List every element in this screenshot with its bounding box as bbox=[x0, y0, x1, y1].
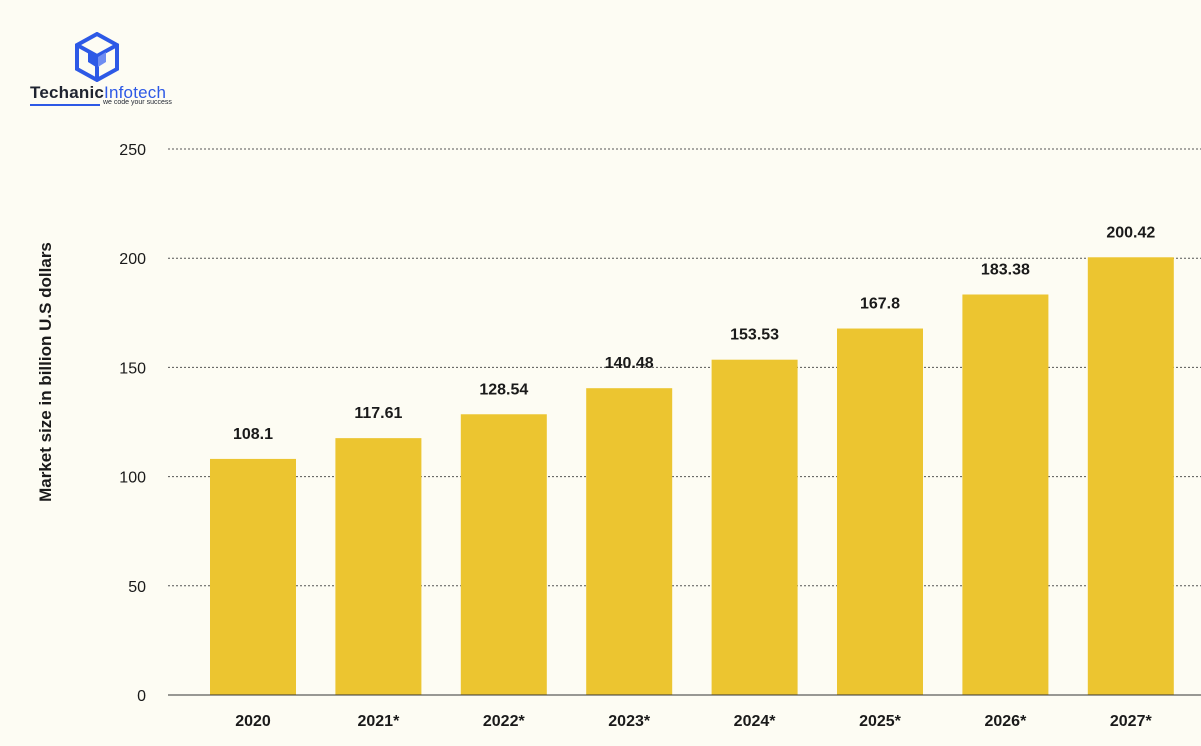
bar bbox=[837, 328, 923, 695]
brand-logo: TechanicInfotech we code your success bbox=[30, 30, 180, 110]
brand-tagline: we code your success bbox=[103, 99, 172, 106]
y-tick-label: 200 bbox=[119, 251, 146, 268]
y-axis-label: Market size in billion U.S dollars bbox=[36, 242, 55, 502]
data-label: 140.48 bbox=[605, 355, 654, 372]
cube-logo-icon bbox=[75, 32, 119, 82]
bar bbox=[586, 388, 673, 695]
y-tick-label: 250 bbox=[119, 142, 146, 159]
data-labels: 108.1 117.61 128.54 140.48 153.53 167.8 183.38… bbox=[233, 224, 1155, 443]
bar bbox=[460, 414, 547, 695]
bars bbox=[210, 257, 1174, 695]
x-tick-label: 2022* bbox=[483, 713, 526, 730]
data-label: 167.8 bbox=[860, 296, 900, 313]
x-tick-label: 2020 bbox=[235, 713, 271, 730]
bar bbox=[1087, 257, 1174, 695]
data-label: 108.1 bbox=[233, 426, 273, 443]
data-label: 200.42 bbox=[1106, 224, 1155, 241]
brand-underline bbox=[30, 104, 100, 106]
y-tick-label: 150 bbox=[119, 360, 146, 377]
data-label: 117.61 bbox=[354, 405, 402, 422]
y-tick-label: 100 bbox=[119, 470, 146, 487]
x-tick-label: 2025* bbox=[859, 713, 902, 730]
y-tick-label: 50 bbox=[128, 579, 146, 596]
brand-name: TechanicInfotech bbox=[30, 83, 166, 103]
data-label: 153.53 bbox=[730, 327, 779, 344]
data-label: 128.54 bbox=[479, 381, 528, 398]
x-tick-labels: 2020 2021* 2022* 2023* 2024* 2025* 2026* 2027* bbox=[235, 713, 1152, 730]
brand-name-part2: Infotech bbox=[104, 83, 167, 102]
y-tick-label: 0 bbox=[137, 688, 146, 705]
bar bbox=[962, 294, 1049, 695]
bar bbox=[711, 359, 798, 695]
x-tick-label: 2021* bbox=[357, 713, 400, 730]
bar bbox=[210, 458, 296, 695]
x-tick-label: 2027* bbox=[1110, 713, 1153, 730]
x-tick-label: 2023* bbox=[608, 713, 651, 730]
x-tick-label: 2024* bbox=[734, 713, 777, 730]
y-tick-labels: 0 50 100 150 200 250 bbox=[119, 142, 146, 705]
data-label: 183.38 bbox=[981, 261, 1030, 278]
brand-name-part1: Techanic bbox=[30, 83, 105, 102]
bar bbox=[335, 438, 422, 695]
x-tick-label: 2026* bbox=[984, 713, 1027, 730]
